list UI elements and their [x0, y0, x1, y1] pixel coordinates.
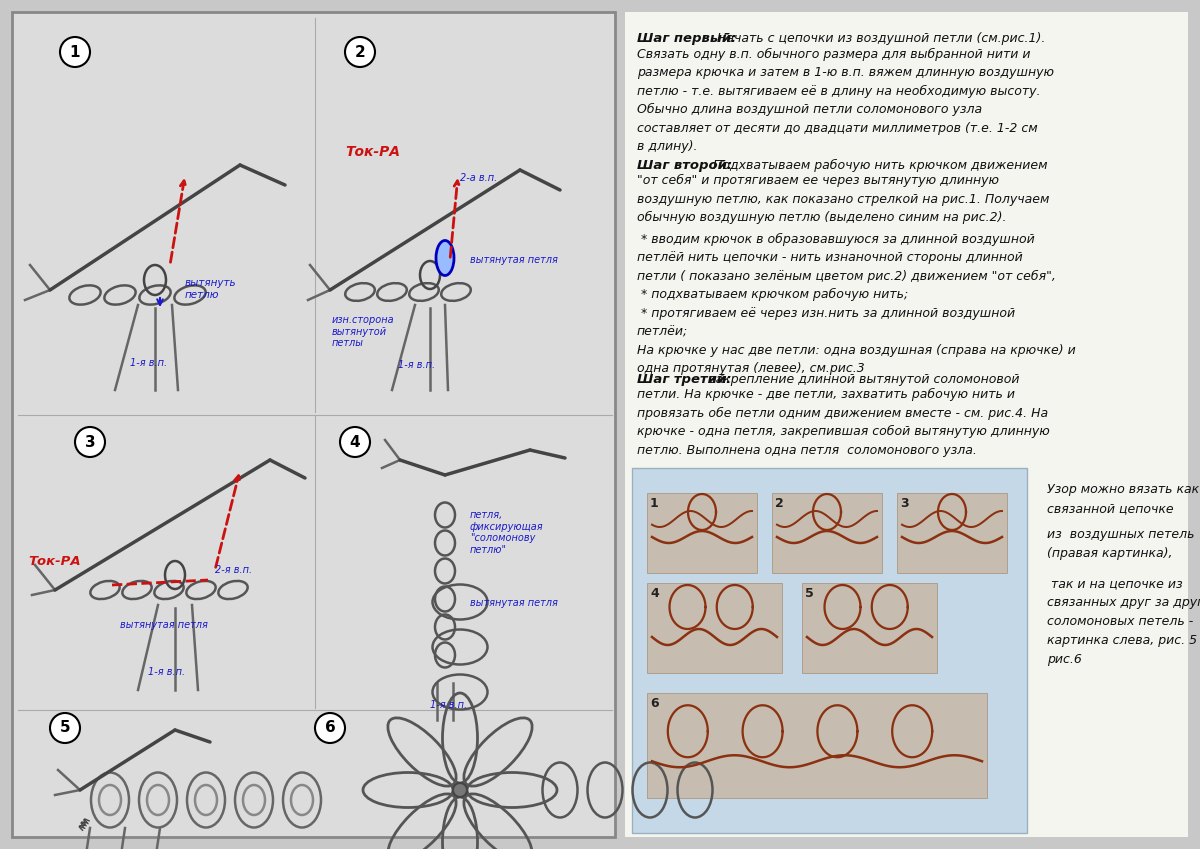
Text: 4: 4: [650, 587, 659, 600]
Circle shape: [346, 37, 374, 67]
Text: Шаг второй:: Шаг второй:: [637, 159, 732, 171]
Text: Ток-РА: Ток-РА: [28, 555, 80, 568]
Text: закрепление длинной вытянутой соломоновой: закрепление длинной вытянутой соломоново…: [706, 373, 1020, 385]
Text: 2-а в.п.: 2-а в.п.: [460, 173, 497, 183]
Text: 5: 5: [805, 587, 814, 600]
Text: Шаг третий:: Шаг третий:: [637, 373, 731, 385]
FancyBboxPatch shape: [647, 493, 757, 573]
Text: "от себя" и протягиваем ее через вытянутую длинную
воздушную петлю, как показано: "от себя" и протягиваем ее через вытянут…: [637, 174, 1049, 224]
Circle shape: [454, 783, 467, 797]
FancyBboxPatch shape: [625, 12, 1188, 837]
Text: Связать одну в.п. обычного размера для выбранной нити и
размера крючка и затем в: Связать одну в.п. обычного размера для в…: [637, 48, 1054, 154]
FancyBboxPatch shape: [898, 493, 1007, 573]
Text: 1-я в.п.: 1-я в.п.: [130, 358, 167, 368]
Text: так и на цепочке из
связанных друг за другом
соломоновых петель -
картинка слева: так и на цепочке из связанных друг за др…: [1046, 577, 1200, 666]
Circle shape: [340, 427, 370, 457]
Text: 1: 1: [650, 497, 659, 510]
Circle shape: [314, 713, 346, 743]
Text: петля,
фиксирующая
"соломонову
петлю": петля, фиксирующая "соломонову петлю": [470, 510, 544, 554]
Text: изн.сторона
вытянутой
петлы: изн.сторона вытянутой петлы: [332, 315, 395, 348]
FancyBboxPatch shape: [802, 583, 937, 673]
Text: вытянутая петля: вытянутая петля: [470, 255, 558, 265]
Text: 6: 6: [650, 697, 659, 710]
FancyBboxPatch shape: [12, 12, 616, 837]
Text: 1-я в.п.: 1-я в.п.: [148, 667, 185, 677]
Text: 6: 6: [325, 721, 335, 735]
FancyBboxPatch shape: [647, 583, 782, 673]
Circle shape: [74, 427, 106, 457]
Text: петли. На крючке - две петли, захватить рабочую нить и
провязать обе петли одним: петли. На крючке - две петли, захватить …: [637, 388, 1050, 457]
Text: Узор можно вязать как на
связанной цепочке: Узор можно вязать как на связанной цепоч…: [1046, 483, 1200, 515]
Text: 3: 3: [900, 497, 908, 510]
Text: вытянутая петля: вытянутая петля: [120, 620, 208, 630]
Text: 1-я в.п.: 1-я в.п.: [398, 360, 436, 370]
Text: 5: 5: [60, 721, 71, 735]
Ellipse shape: [436, 240, 454, 275]
Text: 2-я в.п.: 2-я в.п.: [215, 565, 252, 575]
Text: 2: 2: [775, 497, 784, 510]
FancyBboxPatch shape: [647, 693, 986, 798]
Text: 4: 4: [349, 435, 360, 449]
FancyBboxPatch shape: [632, 468, 1027, 833]
Text: из  воздушных петель
(правая картинка),: из воздушных петель (правая картинка),: [1046, 528, 1194, 560]
Text: 1-я в.п.: 1-я в.п.: [430, 700, 467, 710]
Text: Подхватываем рабочую нить крючком движением: Подхватываем рабочую нить крючком движен…: [706, 159, 1048, 171]
Circle shape: [50, 713, 80, 743]
Text: Начать с цепочки из воздушной петли (см.рис.1).: Начать с цепочки из воздушной петли (см.…: [706, 32, 1045, 45]
Text: 1: 1: [70, 44, 80, 59]
Text: 3: 3: [85, 435, 95, 449]
Text: Шаг первый:: Шаг первый:: [637, 32, 737, 45]
FancyBboxPatch shape: [772, 493, 882, 573]
Text: вытянутая петля: вытянутая петля: [470, 598, 558, 608]
Text: 2: 2: [355, 44, 365, 59]
Text: * вводим крючок в образовавшуюся за длинной воздушной
петлёй нить цепочки - нить: * вводим крючок в образовавшуюся за длин…: [637, 233, 1075, 375]
Circle shape: [60, 37, 90, 67]
Text: вытянуть
петлю: вытянуть петлю: [185, 278, 236, 300]
Text: Ток-РА: Ток-РА: [346, 145, 400, 159]
